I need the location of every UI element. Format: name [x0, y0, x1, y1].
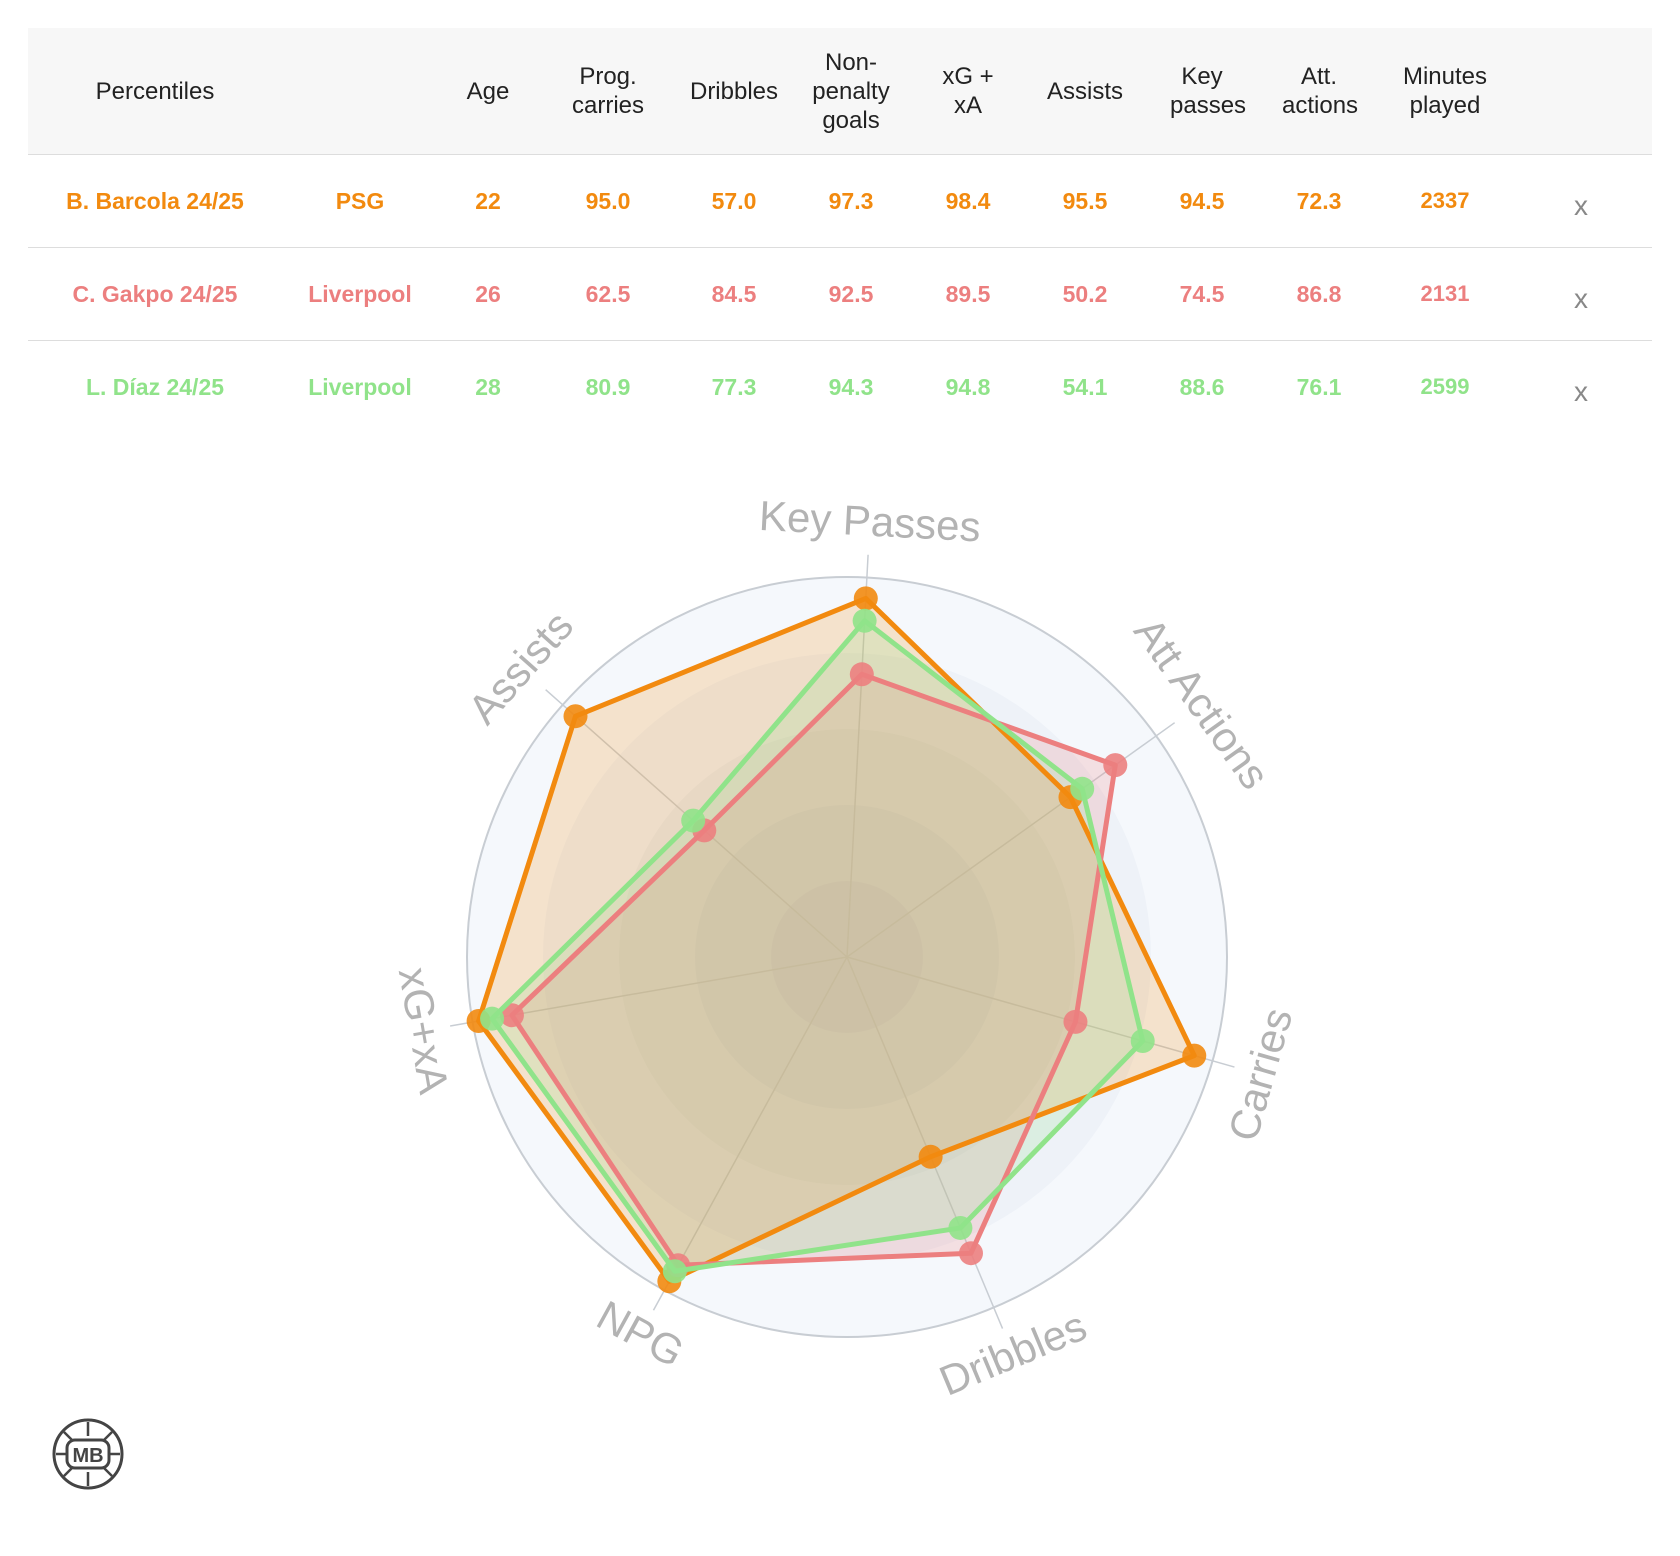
header-minutes: Minutes played: [1402, 63, 1488, 119]
dribbles-cell: 77.3: [678, 340, 790, 433]
series-area: [478, 598, 1195, 1282]
team-cell: Liverpool: [282, 247, 438, 341]
data-point: [958, 1241, 983, 1266]
radar-spoke: [652, 956, 848, 1311]
header-key-passes: Key passes: [1170, 63, 1247, 119]
att-actions-cell: 86.8: [1258, 247, 1380, 341]
prog-carries-cell: 95.0: [538, 154, 678, 248]
remove-row-button[interactable]: x: [1510, 247, 1652, 341]
axis-label: NPG: [589, 1291, 691, 1376]
assists-cell: 50.2: [1024, 247, 1146, 341]
table-row: C. Gakpo 24/25 Liverpool 26 62.5 84.5 92.5 89.…: [28, 247, 1652, 341]
minutes-cell: 2599: [1380, 340, 1510, 433]
data-point: [681, 808, 706, 833]
series-line: [509, 671, 1118, 1268]
dribbles-cell: 57.0: [678, 154, 790, 248]
data-point: [662, 1259, 687, 1284]
data-point: [853, 586, 878, 611]
data-point: [1070, 776, 1095, 801]
npg-cell: 94.3: [790, 340, 912, 433]
assists-cell: 54.1: [1024, 340, 1146, 433]
remove-row-button[interactable]: x: [1510, 340, 1652, 433]
team-cell: PSG: [282, 154, 438, 248]
percentiles-table: Percentiles Age Prog. carries Dribbles N…: [28, 28, 1652, 433]
header-dribbles: Dribbles: [689, 77, 779, 105]
xgxa-cell: 89.5: [912, 247, 1024, 341]
logo-text: MB: [72, 1445, 103, 1467]
xgxa-cell: 98.4: [912, 154, 1024, 248]
axis-label: Carries: [1219, 1003, 1301, 1146]
att-actions-cell: 76.1: [1258, 340, 1380, 433]
data-point: [1063, 1009, 1088, 1034]
player-name-cell: C. Gakpo 24/25: [28, 247, 282, 341]
key-passes-cell: 94.5: [1146, 154, 1258, 248]
header-prog-carries: Prog. carries: [571, 63, 644, 119]
data-point: [499, 1003, 524, 1028]
age-cell: 28: [438, 340, 538, 433]
dribbles-cell: 84.5: [678, 247, 790, 341]
xgxa-cell: 94.8: [912, 340, 1024, 433]
data-point: [1182, 1043, 1207, 1068]
player-name-cell: L. Díaz 24/25: [28, 340, 282, 433]
prog-carries-cell: 62.5: [538, 247, 678, 341]
team-cell: Liverpool: [282, 340, 438, 433]
header-assists: Assists: [1046, 77, 1123, 105]
series-area: [511, 674, 1116, 1266]
att-actions-cell: 72.3: [1258, 154, 1380, 248]
data-point: [563, 704, 588, 729]
prog-carries-cell: 80.9: [538, 340, 678, 433]
header-xgxa: xG + xA: [942, 63, 994, 119]
age-cell: 22: [438, 154, 538, 248]
percentiles-table-container: Percentiles Age Prog. carries Dribbles N…: [28, 28, 1652, 433]
header-npg: Non-penalty goals: [812, 48, 890, 134]
radar-spoke: [846, 956, 1235, 1068]
npg-cell: 97.3: [790, 154, 912, 248]
radar-spoke: [846, 956, 1004, 1329]
data-point: [480, 1006, 505, 1031]
data-point: [948, 1215, 973, 1240]
npg-cell: 92.5: [790, 247, 912, 341]
player-name-cell: B. Barcola 24/25: [28, 154, 282, 248]
header-percentiles: Percentiles: [95, 77, 215, 105]
minutes-cell: 2337: [1380, 154, 1510, 248]
table-row: L. Díaz 24/25 Liverpool 28 80.9 77.3 94.3 94.8…: [28, 340, 1652, 433]
data-point: [1103, 753, 1128, 778]
data-point: [849, 662, 874, 687]
table-row: B. Barcola 24/25 PSG 22 95.0 57.0 97.3 98.4 95.…: [28, 154, 1652, 248]
mb-logo-icon: MB: [52, 1418, 124, 1490]
header-team: [282, 28, 438, 155]
header-remove: [1510, 28, 1652, 155]
data-point: [852, 608, 877, 633]
key-passes-cell: 74.5: [1146, 247, 1258, 341]
data-point: [918, 1144, 943, 1169]
data-point: [1130, 1028, 1155, 1053]
minutes-cell: 2131: [1380, 247, 1510, 341]
age-cell: 26: [438, 247, 538, 341]
assists-cell: 95.5: [1024, 154, 1146, 248]
axis-label: Key Passes: [758, 492, 982, 551]
axis-label: xG+xA: [390, 964, 458, 1097]
series-line: [489, 618, 1146, 1274]
table-header-row: Percentiles Age Prog. carries Dribbles N…: [28, 28, 1652, 155]
header-age: Age: [466, 77, 510, 105]
key-passes-cell: 88.6: [1146, 340, 1258, 433]
series-area: [492, 620, 1143, 1272]
series-line: [476, 595, 1197, 1284]
header-att-actions: Att. actions: [1282, 63, 1359, 119]
remove-row-button[interactable]: x: [1510, 154, 1652, 248]
radar-outer-ring: [466, 576, 1228, 1338]
